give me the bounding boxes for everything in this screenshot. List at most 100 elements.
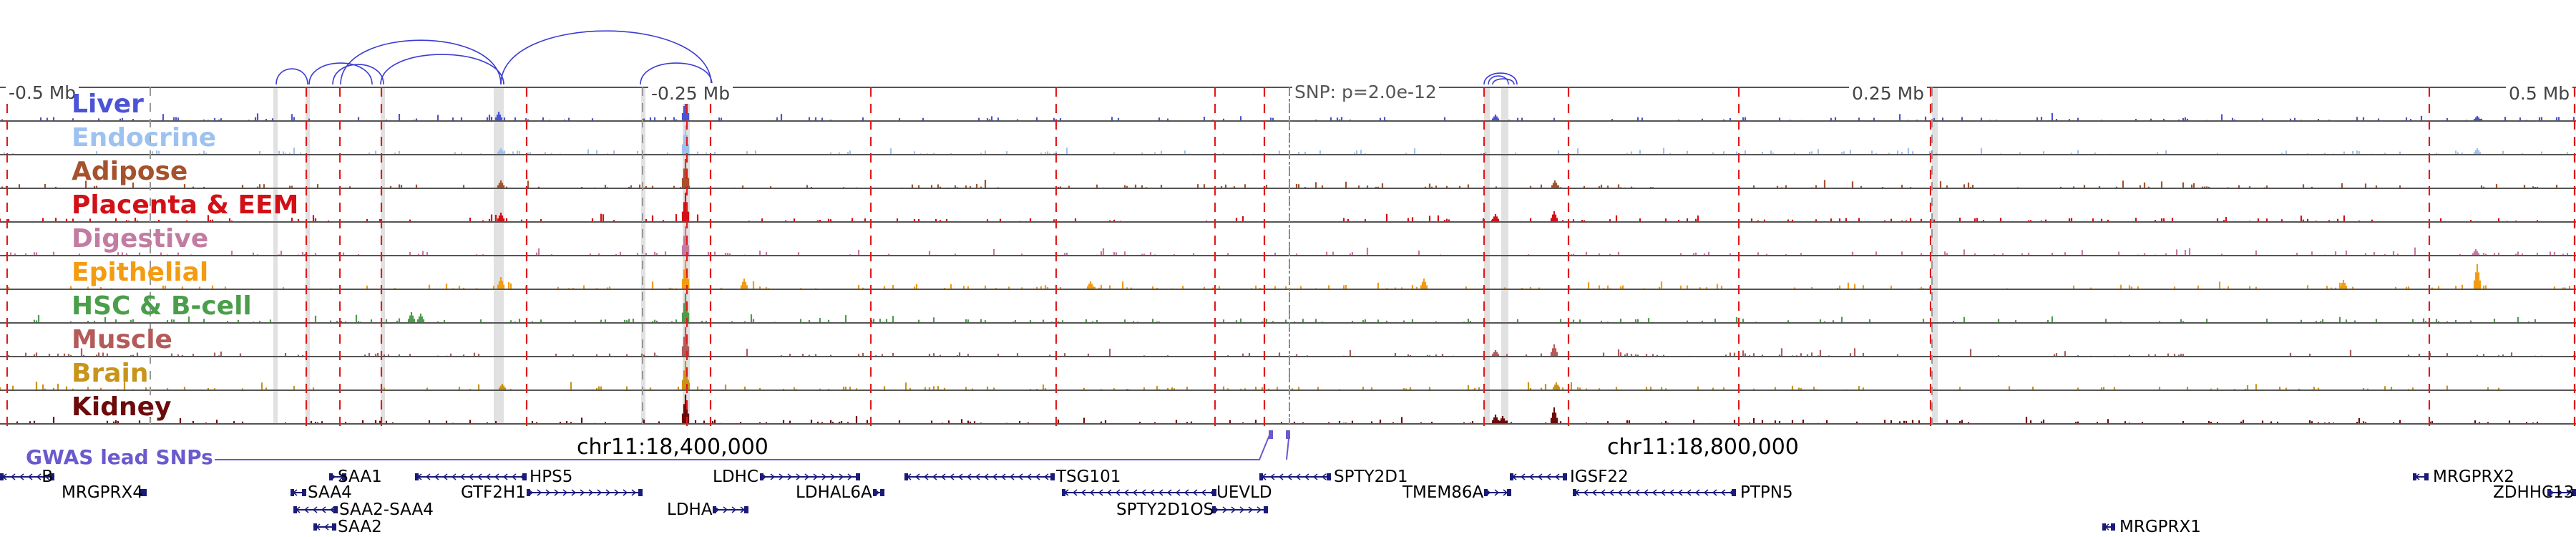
- gene-label-ptpn5: PTPN5: [1740, 483, 1793, 502]
- gene-exon-20: [2572, 489, 2576, 496]
- gene-exon-11: [1050, 473, 1055, 480]
- gene-exon-9: [744, 506, 748, 513]
- gene-exon-start-6: [415, 473, 419, 480]
- gene-label-tmem86a: TMEM86A: [1402, 483, 1484, 502]
- track-label-4: Digestive: [72, 224, 209, 253]
- track-label-1: Endocrine: [72, 123, 217, 153]
- gene-label-saa1: SAA1: [338, 468, 382, 486]
- gene-exon-start-17: [1573, 489, 1576, 496]
- gene-exon-start-14: [1259, 473, 1263, 480]
- gene-exon-start-20: [2547, 489, 2551, 496]
- gene-exon-start-7: [527, 489, 530, 496]
- gwas-snp-marker-0: [1269, 430, 1273, 439]
- gene-exon-start-9: [713, 506, 716, 513]
- gene-label-gtf2h1: GTF2H1: [461, 483, 526, 502]
- signal-9: [16, 395, 2539, 423]
- gene-label-spty2d1os: SPTY2D1OS: [1116, 500, 1214, 519]
- gwas-snp-connector: [215, 431, 1272, 460]
- gene-exon-14: [1327, 473, 1331, 480]
- axis-label-left: -0.5 Mb: [6, 82, 79, 103]
- gene-exon-start-15: [1484, 489, 1488, 496]
- gene-label-igsf22: IGSF22: [1570, 468, 1629, 486]
- track-label-6: HSC & B-cell: [72, 291, 252, 321]
- gene-label-mrgprx4: MRGPRX4: [62, 483, 143, 502]
- gene-exon-start-18: [2102, 523, 2106, 531]
- gene-label-zdhhc13: ZDHHC13: [2493, 483, 2575, 502]
- gene-label-ldhc: LDHC: [713, 468, 758, 486]
- gene-exon-16: [1563, 473, 1567, 480]
- track-label-2: Adipose: [72, 157, 188, 186]
- chromatin-loop-3: [340, 39, 502, 85]
- signal-3: [0, 193, 2539, 221]
- gene-exon-start-1: [143, 489, 147, 496]
- gene-exon-17: [1732, 489, 1736, 496]
- gene-exon-6: [522, 473, 527, 480]
- gene-exon-start-13: [1212, 506, 1216, 513]
- gene-exon-start-4: [293, 506, 297, 513]
- signal-1: [3, 125, 2569, 154]
- gene-exon-start-19: [2413, 473, 2416, 480]
- gene-exon-3: [302, 489, 306, 496]
- gene-label-b: B: [42, 468, 53, 486]
- chromatin-loop-4: [380, 54, 504, 85]
- gene-exon-start-3: [291, 489, 294, 496]
- signal-7: [7, 327, 2575, 356]
- signal-5: [7, 260, 2571, 289]
- chrom-position-right: chr11:18,800,000: [1607, 435, 1799, 460]
- gene-exon-19: [2424, 473, 2429, 480]
- gene-exon-start-8: [760, 473, 763, 480]
- chromatin-loop-1: [308, 62, 373, 85]
- signal-6: [33, 294, 2537, 322]
- gene-label-ldha: LDHA: [667, 500, 713, 519]
- signal-0: [1, 99, 2575, 120]
- gene-strand-13: [1214, 506, 1262, 513]
- gene-exon-start-16: [1510, 473, 1513, 480]
- gene-exon-12: [1212, 489, 1216, 496]
- gene-label-saa2: SAA2: [338, 518, 382, 536]
- gene-exon-8: [856, 473, 860, 480]
- gene-strand-9: [714, 506, 746, 513]
- gwas-lead-snps-label: GWAS lead SNPs: [26, 445, 213, 469]
- gene-exon-4: [333, 506, 338, 513]
- track-label-9: Kidney: [72, 392, 172, 422]
- gene-label-hps5: HPS5: [530, 468, 573, 486]
- track-label-3: Placenta & EEM: [72, 190, 299, 220]
- chromatin-loop-0: [275, 68, 308, 85]
- gene-exon-1: [140, 489, 145, 496]
- gene-exon-2: [342, 473, 346, 480]
- gene-exon-0: [50, 473, 54, 480]
- gene-exon-start-5: [313, 523, 317, 531]
- gene-exon-10: [880, 489, 884, 496]
- gene-label-saa4: SAA4: [308, 483, 352, 502]
- axis-label-mid-left: -0.25 Mb: [648, 83, 733, 104]
- gene-label-tsg101: TSG101: [1056, 468, 1121, 486]
- gene-exon-start-12: [1062, 489, 1065, 496]
- gene-exon-start-11: [904, 473, 908, 480]
- gene-exon-start-2: [329, 473, 333, 480]
- gwas-snp-marker-1: [1286, 430, 1290, 439]
- gene-exon-15: [1507, 489, 1511, 496]
- signal-2: [1, 159, 2558, 188]
- signal-4: [5, 226, 2569, 255]
- axis-label-right: 0.5 Mb: [2506, 83, 2573, 104]
- chromatin-loop-7: [1483, 72, 1518, 85]
- chromatin-loop-5: [500, 30, 712, 85]
- gene-label-mrgprx2: MRGPRX2: [2433, 468, 2514, 486]
- gene-exon-start-0: [0, 473, 4, 480]
- track-label-8: Brain: [72, 359, 149, 388]
- gene-exon-7: [638, 489, 643, 496]
- gene-exon-5: [332, 523, 336, 531]
- gene-strand-7: [528, 489, 637, 496]
- gene-label-uevld: UEVLD: [1216, 483, 1272, 502]
- chromatin-loop-9: [1492, 78, 1515, 85]
- chromatin-loop-6: [640, 62, 713, 85]
- chrom-position-left: chr11:18,400,000: [577, 435, 769, 460]
- gene-label-ldhal6a: LDHAL6A: [796, 483, 872, 502]
- chromatin-loop-8: [1488, 75, 1509, 85]
- axis-label-mid-right: 0.25 Mb: [1849, 83, 1928, 104]
- track-label-0: Liver: [72, 90, 144, 119]
- track-label-5: Epithelial: [72, 258, 209, 287]
- snp-pvalue-label: SNP: p=2.0e-12: [1292, 82, 1439, 102]
- gene-exon-18: [2111, 523, 2115, 531]
